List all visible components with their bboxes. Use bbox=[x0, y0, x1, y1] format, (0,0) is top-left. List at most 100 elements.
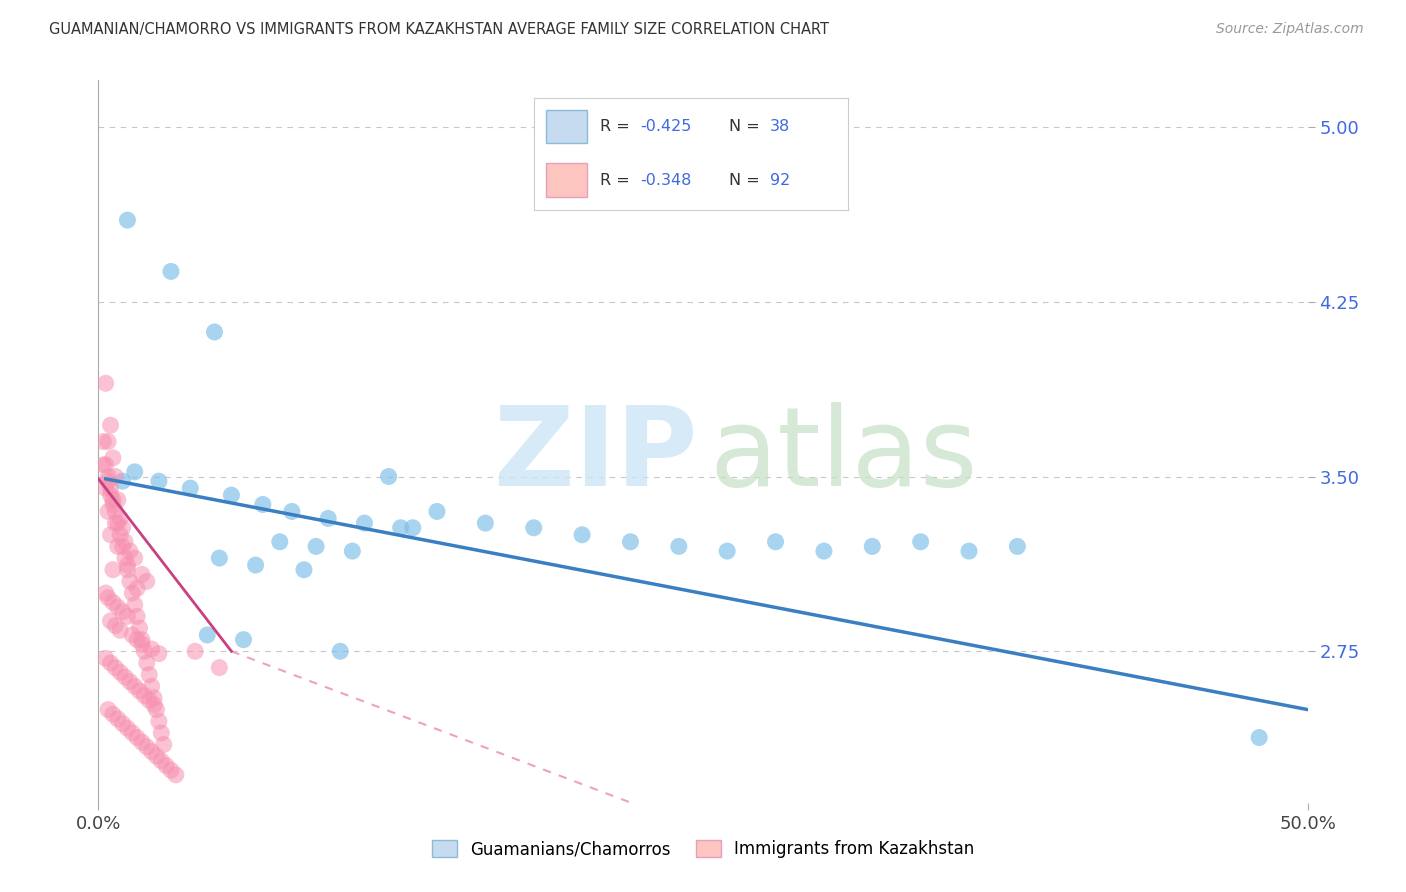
Point bbox=[1249, 731, 1271, 745]
Point bbox=[97, 469, 120, 483]
Point bbox=[474, 516, 496, 530]
Point bbox=[269, 534, 291, 549]
Point bbox=[104, 504, 127, 518]
Point bbox=[101, 498, 124, 512]
Text: Source: ZipAtlas.com: Source: ZipAtlas.com bbox=[1216, 22, 1364, 37]
Point bbox=[389, 521, 412, 535]
Point bbox=[107, 600, 129, 615]
Point bbox=[131, 637, 153, 651]
Point bbox=[208, 660, 231, 674]
Point bbox=[118, 574, 141, 589]
Point bbox=[305, 540, 328, 554]
Point bbox=[402, 521, 425, 535]
Point bbox=[118, 544, 141, 558]
Point bbox=[184, 644, 207, 658]
Point bbox=[131, 735, 153, 749]
Point bbox=[97, 591, 120, 605]
Point bbox=[232, 632, 254, 647]
Point bbox=[127, 632, 149, 647]
Point bbox=[97, 504, 120, 518]
Point bbox=[117, 563, 139, 577]
Point bbox=[124, 465, 146, 479]
Point bbox=[94, 586, 117, 600]
Point bbox=[111, 605, 134, 619]
Point bbox=[765, 534, 787, 549]
Point bbox=[145, 749, 167, 764]
Point bbox=[101, 450, 124, 465]
Point bbox=[107, 712, 129, 726]
Point bbox=[100, 418, 122, 433]
Point bbox=[353, 516, 375, 530]
Point bbox=[141, 745, 163, 759]
Point bbox=[97, 434, 120, 449]
Point bbox=[91, 458, 114, 472]
Point bbox=[100, 614, 122, 628]
Point bbox=[134, 644, 156, 658]
Point bbox=[910, 534, 932, 549]
Point bbox=[160, 264, 183, 278]
Point bbox=[221, 488, 243, 502]
Point bbox=[135, 656, 157, 670]
Point bbox=[138, 667, 160, 681]
Point bbox=[957, 544, 980, 558]
Point bbox=[108, 624, 131, 638]
Point bbox=[101, 563, 124, 577]
Point bbox=[571, 528, 593, 542]
Point bbox=[100, 481, 122, 495]
Point bbox=[124, 551, 146, 566]
Point bbox=[134, 689, 156, 703]
Point bbox=[111, 474, 134, 488]
Point bbox=[118, 674, 141, 689]
Point bbox=[114, 534, 136, 549]
Point bbox=[281, 504, 304, 518]
Point bbox=[117, 721, 139, 735]
Point bbox=[668, 540, 690, 554]
Point bbox=[152, 738, 174, 752]
Point bbox=[179, 481, 201, 495]
Point bbox=[127, 582, 149, 596]
Point bbox=[860, 540, 883, 554]
Point bbox=[124, 679, 146, 693]
Text: atlas: atlas bbox=[709, 402, 977, 509]
Point bbox=[523, 521, 546, 535]
Point bbox=[114, 551, 136, 566]
Point bbox=[101, 492, 124, 507]
Point bbox=[127, 731, 149, 745]
Point bbox=[329, 644, 352, 658]
Point bbox=[1007, 540, 1029, 554]
Point bbox=[97, 474, 120, 488]
Point bbox=[128, 684, 150, 698]
Point bbox=[342, 544, 364, 558]
Point bbox=[117, 609, 139, 624]
Point bbox=[104, 660, 127, 674]
Point bbox=[121, 726, 143, 740]
Point bbox=[91, 434, 114, 449]
Point bbox=[94, 458, 117, 472]
Point bbox=[145, 702, 167, 716]
Point bbox=[316, 511, 339, 525]
Point bbox=[107, 492, 129, 507]
Point bbox=[94, 376, 117, 391]
Point bbox=[111, 716, 134, 731]
Point bbox=[165, 768, 187, 782]
Text: GUAMANIAN/CHAMORRO VS IMMIGRANTS FROM KAZAKHSTAN AVERAGE FAMILY SIZE CORRELATION: GUAMANIAN/CHAMORRO VS IMMIGRANTS FROM KA… bbox=[49, 22, 830, 37]
Point bbox=[100, 528, 122, 542]
Point bbox=[292, 563, 315, 577]
Point bbox=[135, 574, 157, 589]
Point bbox=[108, 528, 131, 542]
Point bbox=[155, 758, 177, 772]
Point bbox=[117, 213, 139, 227]
Point bbox=[150, 754, 173, 768]
Point bbox=[143, 698, 166, 712]
Point bbox=[111, 521, 134, 535]
Point bbox=[104, 516, 127, 530]
Point bbox=[107, 540, 129, 554]
Point bbox=[131, 632, 153, 647]
Point bbox=[204, 325, 226, 339]
Point bbox=[128, 621, 150, 635]
Point bbox=[117, 558, 139, 572]
Point bbox=[114, 670, 136, 684]
Point bbox=[124, 598, 146, 612]
Point bbox=[121, 628, 143, 642]
Point bbox=[426, 504, 449, 518]
